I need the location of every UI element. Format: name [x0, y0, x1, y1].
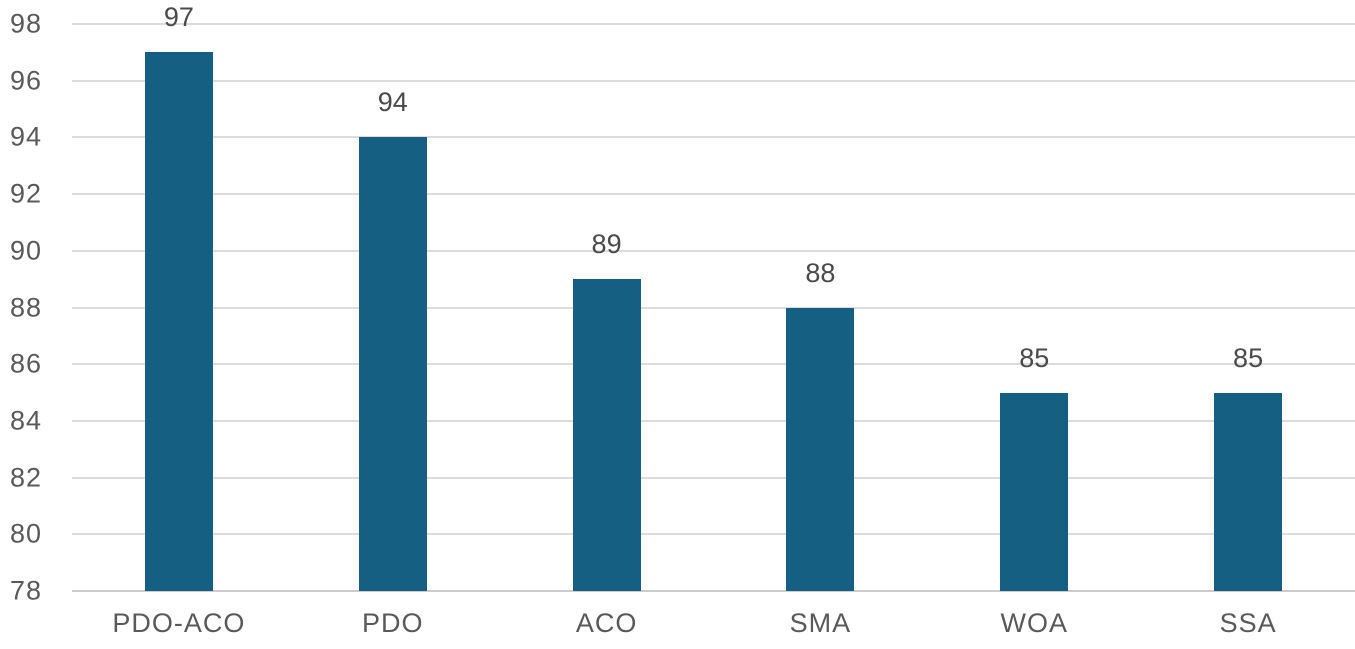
- y-tick-label: 82: [9, 462, 42, 493]
- bar-value-label-sma: 88: [805, 257, 836, 288]
- x-tick-label-aco: ACO: [575, 608, 638, 638]
- x-tick-label-pdo: PDO: [361, 608, 424, 638]
- bar-woa[interactable]: [1000, 392, 1069, 591]
- bar-sma[interactable]: [786, 307, 855, 591]
- gridline: [72, 306, 1355, 309]
- y-tick-label: 78: [9, 575, 42, 606]
- x-axis-line: [72, 590, 1355, 592]
- y-tick-label: 90: [9, 235, 42, 266]
- y-axis: 78 80 82 84 86 88 90 92 94 96 98: [0, 10, 42, 604]
- bar-ssa[interactable]: [1214, 392, 1283, 591]
- y-tick-label: 94: [9, 121, 42, 152]
- bar-aco[interactable]: [572, 279, 641, 591]
- x-tick-label-sma: SMA: [789, 608, 852, 638]
- gridline: [72, 363, 1355, 366]
- gridline: [72, 476, 1355, 479]
- y-tick-label: 86: [9, 348, 42, 379]
- gridline: [72, 136, 1355, 139]
- x-tick-label-ssa: SSA: [1219, 608, 1277, 638]
- bar-value-label-pdo: 94: [377, 87, 408, 118]
- x-axis: PDO-ACO PDO ACO SMA WOA SSA: [72, 610, 1355, 649]
- bar-pdo-aco[interactable]: [144, 52, 213, 591]
- y-tick-label: 92: [9, 178, 42, 209]
- gridline: [72, 79, 1355, 82]
- gridline: [72, 23, 1355, 25]
- plot-area: 97 94 89 88 85 85: [72, 4, 1355, 592]
- y-tick-label: 96: [9, 65, 42, 96]
- bar-value-label-pdo-aco: 97: [163, 2, 194, 33]
- y-tick-label: 80: [9, 518, 42, 549]
- y-tick-label: 84: [9, 405, 42, 436]
- y-tick-label: 98: [9, 8, 42, 39]
- bar-value-label-ssa: 85: [1233, 342, 1264, 373]
- x-tick-label-woa: WOA: [1000, 608, 1068, 638]
- x-tick-label-pdo-aco: PDO-ACO: [112, 608, 246, 638]
- bar-value-label-aco: 89: [591, 229, 622, 260]
- y-tick-label: 88: [9, 292, 42, 322]
- gridline: [72, 249, 1355, 252]
- gridline: [72, 193, 1355, 196]
- bar-value-label-woa: 85: [1019, 342, 1050, 373]
- gridline: [72, 533, 1355, 536]
- bar-pdo[interactable]: [358, 137, 427, 591]
- gridline: [72, 419, 1355, 422]
